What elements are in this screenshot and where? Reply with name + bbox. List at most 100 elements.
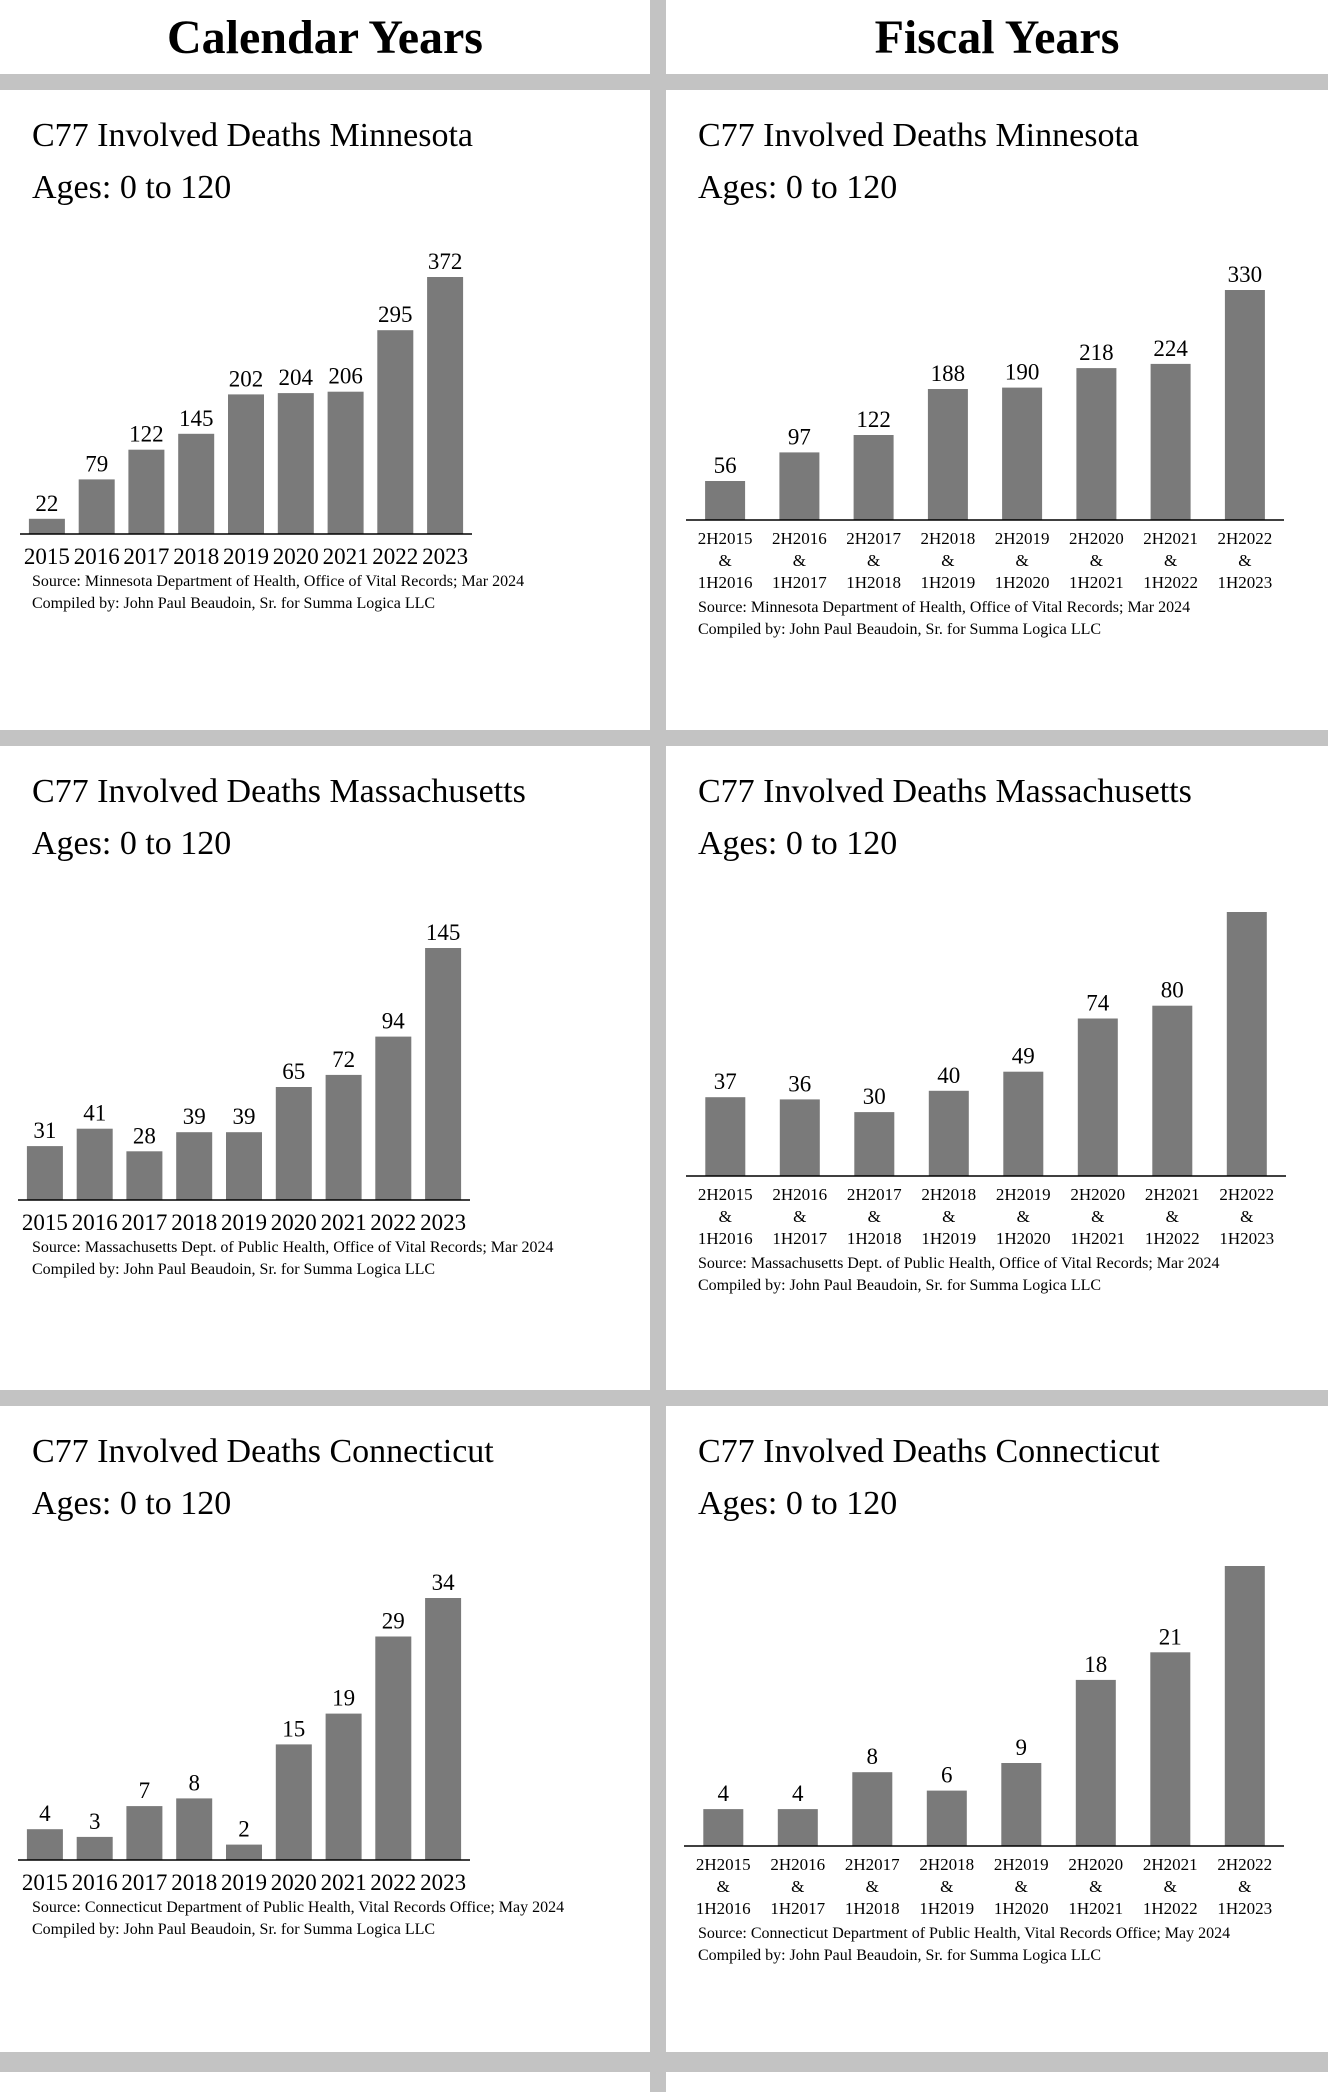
- value-label-3: 6: [941, 1763, 953, 1788]
- bar-6: [1150, 1652, 1191, 1846]
- bar-4: [1001, 1763, 1042, 1846]
- category-label-4: 2019: [221, 1870, 267, 1895]
- category-label-5: 2020: [271, 1210, 317, 1235]
- bar-6: [1152, 1005, 1193, 1176]
- chart-panel-ma-calendar: C77 Involved Deaths Massachusetts Ages: …: [0, 746, 650, 1390]
- category-label-1: 2016: [72, 1210, 118, 1235]
- category-label-3-1: &: [940, 1877, 953, 1896]
- category-label-6-2: 1H2022: [1143, 1899, 1198, 1918]
- category-label-7-2: 1H2023: [1218, 573, 1273, 592]
- bar-chart: 4 2H2015 & 1H2016 4 2H2016 & 1H2017 8 2H2017 & 1H20…: [684, 1566, 1284, 1918]
- category-label-4-1: &: [1015, 551, 1028, 570]
- value-label-1: 4: [792, 1781, 804, 1806]
- chart-title: C77 Involved Deaths Massachusetts: [698, 773, 1192, 810]
- chart-source: Source: Minnesota Department of Health, …: [32, 573, 525, 590]
- category-label-8: 2023: [420, 1210, 466, 1235]
- value-label-1: 3: [89, 1809, 101, 1834]
- bar-4: [228, 394, 264, 534]
- bar-4: [1002, 387, 1043, 520]
- category-label-4-2: 1H2020: [996, 1229, 1051, 1248]
- category-label-5-1: &: [1090, 551, 1103, 570]
- bar-0: [26, 1829, 63, 1860]
- header-divider: [0, 74, 1328, 90]
- category-label-0: 2015: [22, 1870, 68, 1895]
- category-label-2-1: &: [866, 1877, 879, 1896]
- chart-panel-mn-calendar: C77 Involved Deaths Minnesota Ages: 0 to…: [0, 90, 650, 730]
- category-label-6-2: 1H2022: [1145, 1229, 1200, 1248]
- bar-6: [327, 391, 364, 534]
- category-label-7: 2022: [370, 1870, 416, 1895]
- bar-3: [926, 1790, 967, 1846]
- category-label-4-0: 2H2019: [996, 1185, 1051, 1204]
- bar-0: [703, 1809, 744, 1846]
- bar-chart: 37 2H2015 & 1H2016 36 2H2016 & 1H2017 30 2H2017 & 1…: [686, 906, 1286, 1248]
- value-label-4: 9: [1016, 1735, 1028, 1760]
- bar-7: [375, 1636, 412, 1860]
- bar-2: [126, 1151, 163, 1200]
- category-label-6-1: &: [1164, 1877, 1177, 1896]
- bar-4: [226, 1132, 262, 1200]
- category-label-7-1: &: [1240, 1207, 1253, 1226]
- bar-5: [275, 1744, 312, 1860]
- category-label-3-1: &: [942, 1207, 955, 1226]
- chart-compiled-by: Compiled by: John Paul Beaudoin, Sr. for…: [698, 1277, 1102, 1294]
- bar-0: [28, 518, 65, 534]
- value-label-6: 206: [328, 364, 363, 389]
- chart-title: C77 Involved Deaths Connecticut: [698, 1433, 1160, 1470]
- bar-2: [853, 435, 894, 520]
- value-label-6: 19: [332, 1686, 355, 1711]
- category-label-0-1: &: [719, 1207, 732, 1226]
- category-label-5: 2020: [273, 544, 319, 569]
- category-label-2-1: &: [868, 1207, 881, 1226]
- chart-subtitle: Ages: 0 to 120: [32, 1485, 232, 1522]
- value-label-0: 31: [33, 1118, 56, 1143]
- bar-1: [779, 452, 820, 520]
- category-label-4-0: 2H2019: [995, 529, 1050, 548]
- bar-2: [128, 449, 165, 534]
- value-label-7: 330: [1228, 262, 1263, 287]
- bar-0: [705, 481, 746, 520]
- category-label-4-2: 1H2020: [994, 1899, 1049, 1918]
- bar-1: [76, 1128, 113, 1200]
- category-label-7-1: &: [1238, 1877, 1251, 1896]
- value-label-0: 22: [35, 491, 58, 516]
- bar-2: [852, 1772, 893, 1846]
- chart-panel-ma-fiscal: C77 Involved Deaths Massachusetts Ages: …: [666, 746, 1328, 1390]
- category-label-3-0: 2H2018: [921, 1185, 976, 1204]
- chart-title: C77 Involved Deaths Connecticut: [32, 1433, 494, 1470]
- value-label-3: 8: [188, 1770, 200, 1795]
- category-label-1-1: &: [791, 1877, 804, 1896]
- value-label-5: 18: [1084, 1652, 1107, 1677]
- value-label-1: 79: [85, 451, 108, 476]
- value-label-5: 15: [282, 1716, 305, 1741]
- value-label-4: 190: [1005, 360, 1040, 385]
- category-label-2-2: 1H2018: [847, 1229, 902, 1248]
- row-divider-2: [0, 1390, 1328, 1406]
- category-label-0-2: 1H2016: [696, 1899, 751, 1918]
- value-label-2: 122: [856, 407, 891, 432]
- category-label-4: 2019: [223, 544, 269, 569]
- chart-source: Source: Massachusetts Dept. of Public He…: [698, 1255, 1220, 1272]
- vertical-divider: [650, 0, 666, 2092]
- bar-5: [1077, 1018, 1118, 1176]
- value-label-3: 145: [179, 406, 214, 431]
- value-label-8: 34: [432, 1570, 456, 1595]
- category-label-5-2: 1H2021: [1070, 1229, 1125, 1248]
- category-label-5: 2020: [271, 1870, 317, 1895]
- bar-6: [325, 1713, 362, 1860]
- category-label-3-2: 1H2019: [921, 1229, 976, 1248]
- value-label-5: 65: [282, 1059, 305, 1084]
- chart-panel-ct-calendar: C77 Involved Deaths Connecticut Ages: 0 …: [0, 1406, 650, 2052]
- category-label-3-2: 1H2019: [921, 573, 976, 592]
- value-label-6: 72: [332, 1047, 355, 1072]
- category-label-5-0: 2H2020: [1069, 529, 1124, 548]
- bar-7: [1224, 290, 1265, 520]
- category-label-6-1: &: [1164, 551, 1177, 570]
- chart-compiled-by: Compiled by: John Paul Beaudoin, Sr. for…: [698, 621, 1102, 638]
- category-label-2: 2017: [121, 1210, 167, 1235]
- value-label-6: 224: [1153, 336, 1188, 361]
- value-label-6: 80: [1161, 978, 1184, 1003]
- category-label-3: 2018: [171, 1210, 217, 1235]
- value-label-7: 94: [382, 1009, 406, 1034]
- category-label-5-1: &: [1089, 1877, 1102, 1896]
